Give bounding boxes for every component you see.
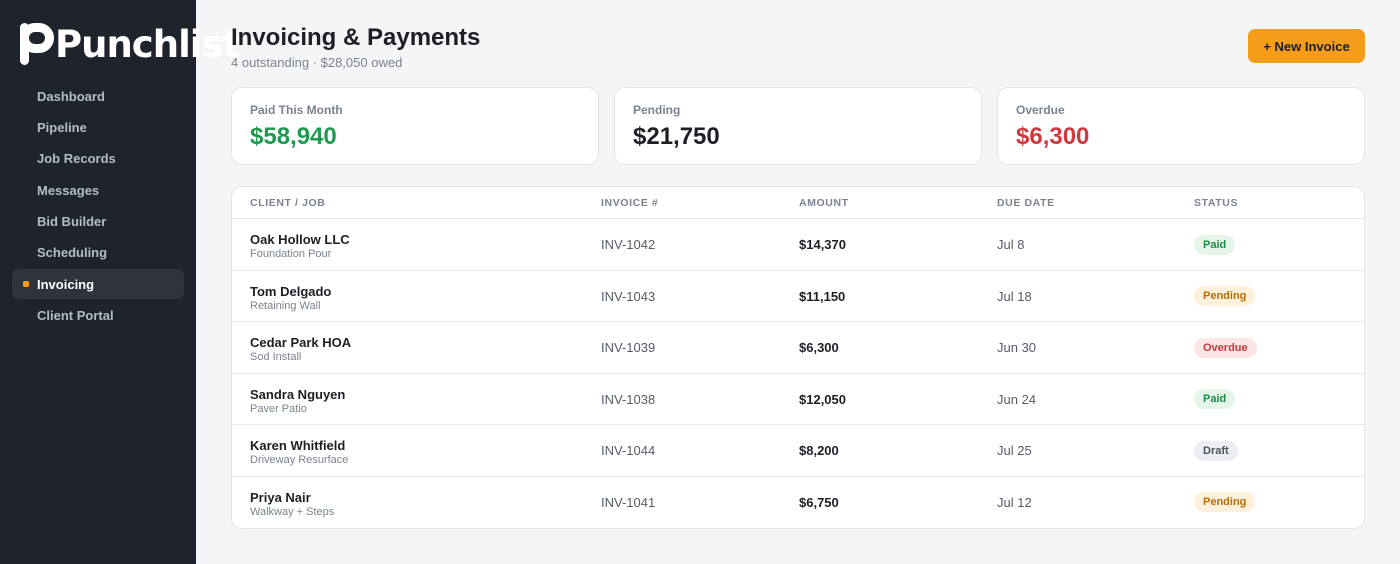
status-badge: Pending (1194, 492, 1256, 513)
table-row[interactable]: Tom Delgado Retaining Wall INV-1043 $11,150… (232, 271, 1364, 323)
job-name: Driveway Resurface (250, 454, 349, 467)
sidebar-item-messages[interactable]: Messages (12, 175, 184, 205)
sidebar-item-label: Job Records (37, 151, 116, 167)
new-invoice-button[interactable]: + New Invoice (1248, 29, 1365, 63)
status-cell: Overdue (1194, 322, 1257, 373)
sidebar-item-client-portal[interactable]: Client Portal (12, 301, 184, 331)
sidebar-item-job-records[interactable]: Job Records (12, 144, 184, 174)
due-date: Jul 18 (997, 288, 1032, 304)
summary-card-value: $21,750 (633, 123, 720, 150)
sidebar-item-pipeline[interactable]: Pipeline (12, 112, 184, 142)
table-row[interactable]: Priya Nair Walkway + Steps INV-1041 $6,750 J… (232, 477, 1364, 528)
invoice-number: INV-1038 (601, 391, 656, 407)
due-date: Jun 30 (997, 340, 1037, 356)
client-name: Karen Whitfield (250, 438, 346, 454)
status-badge: Pending (1194, 286, 1256, 307)
page-title: Invoicing & Payments (231, 24, 481, 51)
invoice-amount: $14,370 (799, 237, 846, 252)
sidebar-item-label: Scheduling (37, 245, 108, 261)
status-cell: Draft (1194, 425, 1238, 476)
client-name: Oak Hollow LLC (250, 232, 350, 247)
sidebar-item-dashboard[interactable]: Dashboard (12, 81, 184, 111)
table-header: CLIENT / JOB INVOICE # AMOUNT DUE DATE STATU… (232, 187, 1364, 219)
client-cell: Cedar Park HOA Sod Install (250, 335, 351, 363)
job-name: Retaining Wall (250, 299, 321, 312)
job-name: Paver Patio (250, 402, 307, 415)
column-header: DUE DATE (997, 197, 1055, 209)
client-name: Priya Nair (250, 489, 311, 505)
due-date: Jul 25 (997, 443, 1032, 459)
column-header: AMOUNT (799, 197, 849, 209)
invoice-number: INV-1041 (601, 494, 656, 510)
status-badge: Paid (1194, 234, 1236, 255)
sidebar-nav: Dashboard Pipeline Job Records Messages Bid … (12, 81, 184, 332)
summary-card-label: Paid This Month (250, 103, 343, 117)
active-indicator-icon (23, 281, 29, 288)
job-name: Sod Install (250, 351, 302, 364)
column-header: INVOICE # (601, 197, 659, 209)
invoice-amount: $8,200 (799, 443, 839, 459)
summary-card-label: Overdue (1016, 103, 1065, 117)
invoice-number: INV-1043 (601, 288, 656, 304)
due-date: Jul 8 (997, 237, 1025, 252)
summary-card-value: $58,940 (250, 123, 337, 150)
sidebar-item-label: Bid Builder (37, 214, 107, 230)
table-row[interactable]: Sandra Nguyen Paver Patio INV-1038 $12,050 J… (232, 374, 1364, 426)
client-name: Tom Delgado (250, 283, 332, 299)
invoice-amount: $12,050 (799, 391, 846, 407)
summary-card-value: $6,300 (1016, 123, 1090, 150)
job-name: Foundation Pour (250, 248, 332, 260)
client-cell: Karen Whitfield Driveway Resurface (250, 438, 348, 466)
job-name: Walkway + Steps (250, 505, 335, 518)
invoice-number: INV-1044 (601, 443, 656, 459)
client-cell: Priya Nair Walkway + Steps (250, 490, 334, 518)
status-cell: Paid (1194, 219, 1236, 270)
invoice-number: INV-1042 (601, 237, 656, 252)
table-row[interactable]: Karen Whitfield Driveway Resurface INV-104… (232, 425, 1364, 477)
sidebar-item-label: Invoicing (37, 276, 95, 292)
summary-cards: Paid This Month $58,940 Pending $21,750 Over… (231, 87, 1365, 165)
table-row[interactable]: Cedar Park HOA Sod Install INV-1039 $6,300 J… (232, 322, 1364, 374)
due-date: Jun 24 (997, 391, 1037, 407)
summary-card-paid-this-month: Paid This Month $58,940 (231, 87, 599, 165)
summary-card-overdue: Overdue $6,300 (997, 87, 1365, 165)
sidebar-item-label: Messages (37, 182, 100, 198)
table-row[interactable]: Oak Hollow LLC Foundation Pour INV-1042 $14… (232, 219, 1364, 271)
status-badge: Draft (1194, 440, 1238, 461)
column-header: STATUS (1194, 197, 1239, 209)
logo-icon (20, 23, 54, 65)
invoice-amount: $6,750 (799, 494, 839, 510)
client-name: Sandra Nguyen (250, 386, 346, 402)
page-subtitle: 4 outstanding · $28,050 owed (231, 55, 403, 70)
client-cell: Tom Delgado Retaining Wall (250, 284, 331, 312)
invoice-amount: $11,150 (799, 288, 846, 304)
client-name: Cedar Park HOA (250, 335, 352, 351)
summary-card-label: Pending (633, 103, 681, 117)
client-cell: Sandra Nguyen Paver Patio (250, 387, 345, 415)
due-date: Jul 12 (997, 494, 1032, 510)
status-cell: Paid (1194, 374, 1236, 425)
client-cell: Oak Hollow LLC Foundation Pour (250, 232, 350, 260)
invoice-number: INV-1039 (601, 340, 656, 356)
sidebar-item-label: Client Portal (37, 308, 114, 324)
column-header: CLIENT / JOB (250, 197, 326, 209)
sidebar-item-bid-builder[interactable]: Bid Builder (12, 207, 184, 237)
status-cell: Pending (1194, 477, 1256, 528)
brand-logo[interactable]: Punchlist (20, 21, 240, 66)
sidebar-item-scheduling[interactable]: Scheduling (12, 238, 184, 268)
invoices-table: CLIENT / JOB INVOICE # AMOUNT DUE DATE STATU… (231, 186, 1365, 529)
sidebar-item-invoicing[interactable]: Invoicing (12, 269, 184, 300)
sidebar-item-label: Dashboard (37, 88, 105, 104)
invoice-amount: $6,300 (799, 340, 839, 356)
sidebar-item-label: Pipeline (37, 119, 87, 135)
status-badge: Paid (1194, 389, 1236, 410)
sidebar: Punchlist Dashboard Pipeline Job Records Me… (0, 0, 240, 564)
status-badge: Overdue (1194, 337, 1257, 358)
table-body: Oak Hollow LLC Foundation Pour INV-1042 $14… (232, 219, 1364, 528)
status-cell: Pending (1194, 271, 1256, 322)
brand-name: Punchlist (55, 23, 240, 66)
summary-card-pending: Pending $21,750 (614, 87, 982, 165)
